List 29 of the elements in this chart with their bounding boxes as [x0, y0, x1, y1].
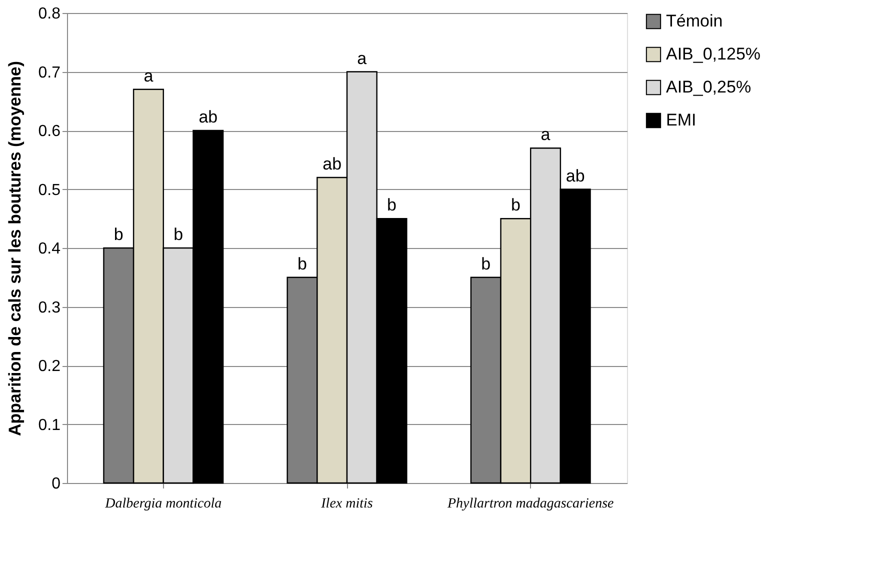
legend-label: Témoin: [666, 12, 723, 30]
data-label: b: [481, 254, 491, 274]
y-tick-label: 0: [52, 476, 61, 492]
data-label: a: [540, 125, 551, 144]
y-tick-label: 0.1: [38, 416, 61, 434]
data-label: a: [144, 66, 154, 86]
data-label: ab: [566, 166, 585, 186]
y-tick-label: 0.8: [38, 6, 61, 22]
x-tick-label: Ilex mitis: [320, 496, 374, 512]
x-tick-label: Phyllartron madagascariense: [446, 496, 614, 512]
y-axis-title: Apparition de cals sur les boutures (moyenne): [5, 60, 24, 436]
data-label: b: [174, 225, 184, 244]
legend-label: AIB_0,125%: [666, 44, 761, 64]
x-tick-label: Dalbergia monticola: [104, 496, 222, 512]
data-label: b: [298, 254, 307, 274]
y-tick-label: 0.7: [38, 64, 61, 82]
data-label: ab: [198, 108, 218, 126]
legend-label: EMI: [666, 110, 696, 130]
y-tick-label: 0.4: [38, 240, 61, 258]
data-label: b: [510, 196, 520, 215]
y-tick-label: 0.2: [38, 358, 61, 375]
legend-label: AIB_0,25%: [666, 78, 752, 96]
data-label: b: [114, 225, 124, 244]
data-label: ab: [322, 154, 342, 174]
y-tick-label: 0.6: [38, 123, 61, 140]
data-label: b: [387, 196, 396, 215]
y-tick-label: 0.5: [38, 182, 61, 199]
y-tick-label: 0.3: [38, 299, 61, 316]
data-label: a: [357, 48, 368, 68]
